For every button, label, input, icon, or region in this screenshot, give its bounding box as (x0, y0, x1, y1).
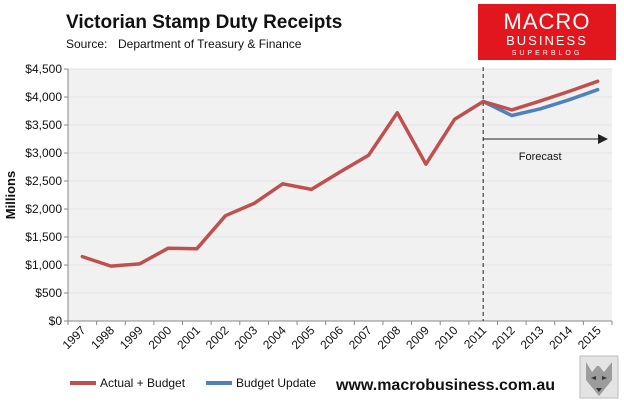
logo-text-business: BUSINESS (506, 33, 588, 48)
logo-text-superblog: SUPERBLOG (512, 50, 583, 57)
x-tick-label: 2014 (546, 323, 575, 352)
x-tick-label: 2012 (489, 323, 518, 352)
plot-area-rect (68, 69, 612, 321)
series-lines (80, 79, 600, 268)
plot-background (68, 69, 612, 321)
y-tick-label: $4,500 (25, 62, 62, 76)
source-text: Department of Treasury & Finance (118, 37, 302, 51)
x-tick-label: 2006 (317, 323, 346, 352)
y-axis-label: Millions (3, 171, 18, 219)
x-tick-label: 1998 (88, 323, 117, 352)
logo-text-macro: MACRO (504, 9, 591, 34)
forecast-annotation: Forecast (482, 67, 608, 321)
y-tick-label: $4,000 (25, 90, 62, 104)
x-tick-label: 2015 (575, 323, 604, 352)
x-tick-label: 2007 (346, 323, 375, 352)
macrobusiness-logo: MACRO BUSINESS SUPERBLOG (478, 4, 616, 60)
y-tick-label: $1,000 (25, 258, 62, 272)
x-tick-label: 2001 (174, 323, 203, 352)
chart-title: Victorian Stamp Duty Receipts (66, 12, 342, 33)
y-tick-label: $0 (49, 314, 63, 328)
logo-background (478, 4, 616, 60)
x-tick-label: 2011 (461, 323, 489, 351)
source-label: Source: (66, 37, 107, 51)
y-tick-label: $2,500 (25, 174, 62, 188)
y-tick-label: $500 (35, 286, 62, 300)
y-tick-label: $2,000 (25, 202, 62, 216)
x-tick-label: 2004 (260, 323, 289, 352)
legend: Actual + Budget Budget Update (70, 376, 316, 390)
y-tick-labels: $0 $500 $1,000 $1,500 $2,000 $2,500 $3,000 $3,5… (25, 62, 68, 328)
x-tick-label: 1999 (117, 323, 146, 352)
y-gridlines (68, 68, 612, 294)
x-tick-label: 2009 (403, 323, 432, 352)
wolf-mascot-icon (579, 355, 619, 399)
x-tick-label: 2002 (203, 323, 232, 352)
forecast-label: Forecast (519, 151, 562, 163)
y-tick-label: $1,500 (25, 230, 62, 244)
x-tick-label: 2010 (432, 323, 461, 352)
y-tick-label: $3,500 (25, 118, 62, 132)
legend-label-actual: Actual + Budget (100, 376, 186, 390)
x-tick-label: 2005 (289, 323, 318, 352)
x-tick-label: 1997 (60, 323, 89, 352)
forecast-arrow-head (598, 134, 608, 144)
axes (67, 69, 612, 322)
x-tick-label: 2003 (231, 323, 260, 352)
x-tick-labels: 1997 1998 1999 2000 2001 2002 2003 2004 2005 2006… (60, 321, 613, 352)
website-url: www.macrobusiness.com.au (335, 377, 555, 394)
legend-label-update: Budget Update (236, 376, 316, 390)
series-line-budget-update (481, 87, 600, 118)
y-tick-label: $3,000 (25, 146, 62, 160)
series-line-actual-budget (80, 79, 600, 268)
x-tick-label: 2013 (518, 323, 547, 352)
x-tick-label: 2008 (375, 323, 404, 352)
x-tick-label: 2000 (146, 323, 175, 352)
